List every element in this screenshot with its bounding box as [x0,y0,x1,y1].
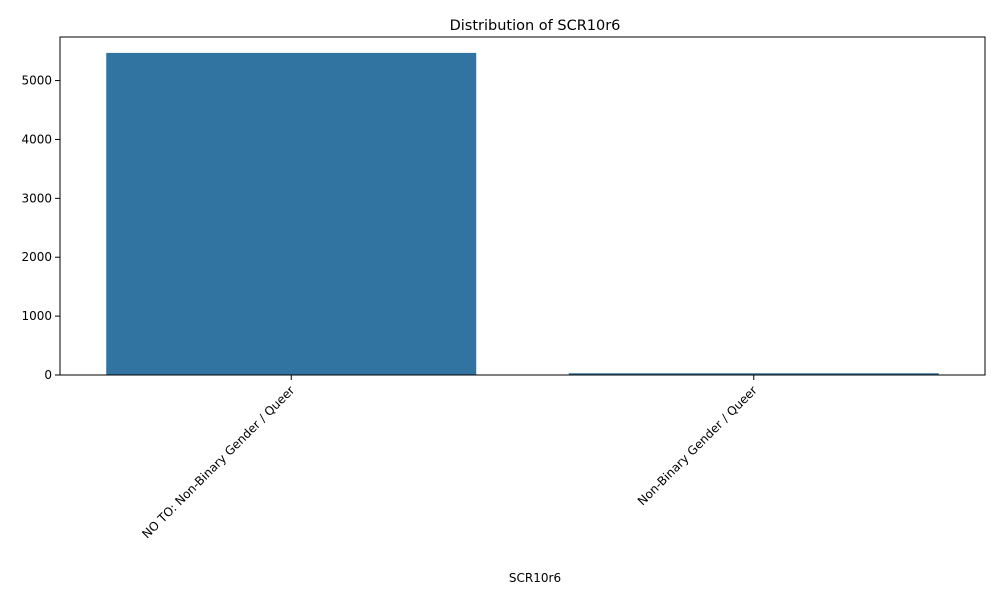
y-tick-label-4: 4000 [21,132,52,146]
y-tick-label-0: 0 [44,368,52,382]
plot-area: NO TO: Non-Binary Gender / Queer Non-Bina… [21,36,986,541]
y-tick-label-1: 1000 [21,309,52,323]
bar-1 [568,373,939,375]
x-tick-label-1: Non-Binary Gender / Queer [635,383,760,508]
x-axis-label: SCR10r6 [509,571,561,585]
x-tick-label-0: NO TO: Non-Binary Gender / Queer [139,383,297,541]
chart-title: Distribution of SCR10r6 [450,18,621,34]
bar-0 [106,52,477,375]
axes-frame [59,36,986,376]
y-tick-label-3: 3000 [21,191,52,205]
y-tick-label-2: 2000 [21,250,52,264]
y-tick-label-5: 5000 [21,74,52,88]
